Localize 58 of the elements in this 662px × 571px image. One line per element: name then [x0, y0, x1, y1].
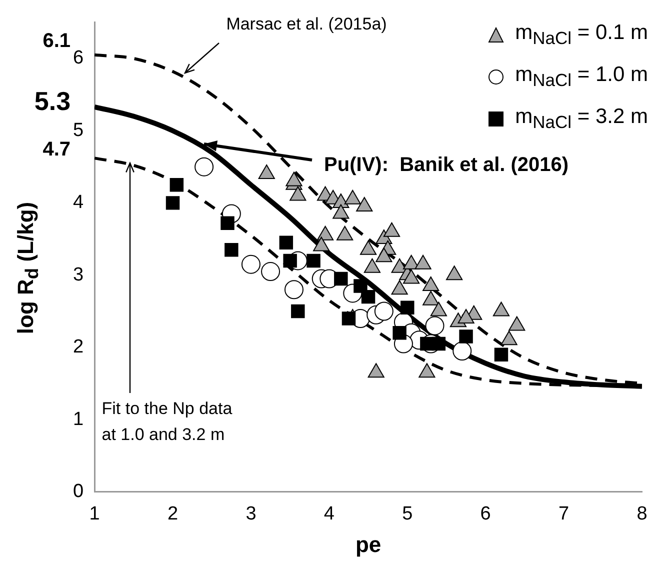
y-tick-label: 2	[72, 336, 84, 358]
point	[400, 300, 414, 315]
annotation: Fit to the Np data at 1.0 and 3.2 m	[102, 398, 233, 444]
point	[432, 336, 446, 351]
point	[258, 164, 275, 180]
point	[290, 186, 306, 201]
point	[392, 326, 406, 340]
y-tick-label: 6	[72, 48, 84, 69]
annotation: Marsac et al. (2015a)	[226, 14, 387, 34]
x-tick-label: 2	[167, 503, 178, 524]
point	[354, 279, 368, 293]
point	[446, 266, 463, 280]
x-tick-label: 6	[480, 503, 491, 524]
point	[306, 254, 320, 268]
annotation: 5.3	[34, 86, 71, 116]
point	[286, 172, 302, 186]
point	[344, 190, 361, 204]
y-tick-label: 5	[72, 120, 84, 141]
point	[403, 254, 420, 270]
annotation: 4.7	[42, 138, 71, 161]
x-axis-title: pe	[355, 532, 382, 557]
legend-label: m$_{NaCl}$ = 1.0 m	[515, 62, 648, 92]
x-tick-label: 5	[402, 503, 413, 524]
point	[494, 348, 508, 362]
point	[313, 236, 330, 252]
point	[334, 272, 348, 286]
annotation: Pu(IV): Banik et al. (2016)	[324, 154, 569, 176]
point	[459, 330, 473, 344]
point	[374, 302, 394, 321]
x-tick-label: 1	[89, 503, 100, 524]
point	[383, 222, 400, 237]
point	[283, 254, 297, 268]
point	[364, 258, 380, 273]
y-tick-label: 3	[72, 264, 84, 286]
annotation: 6.1	[42, 30, 71, 52]
point	[342, 312, 356, 326]
point	[414, 254, 432, 270]
point	[316, 226, 334, 240]
point	[376, 248, 392, 262]
y-tick-label: 4	[72, 192, 84, 214]
x-tick-label: 8	[636, 503, 648, 524]
point	[361, 290, 376, 304]
y-tick-label: 0	[72, 481, 84, 502]
point	[332, 204, 350, 219]
point	[360, 240, 377, 255]
point	[291, 304, 305, 318]
legend-label: m$_{NaCl}$ = 3.2 m	[515, 104, 648, 134]
point	[391, 280, 408, 295]
point	[403, 269, 420, 284]
x-tick-label: 4	[324, 503, 335, 524]
point	[452, 341, 472, 360]
x-tick-label: 3	[246, 503, 256, 524]
legend-label: m$_{NaCl}$ = 0.1 m	[515, 20, 648, 50]
y-tick-label: 1	[72, 408, 84, 430]
point	[356, 197, 373, 212]
x-tick-label: 7	[558, 503, 570, 524]
point	[336, 226, 354, 240]
point	[425, 316, 444, 336]
